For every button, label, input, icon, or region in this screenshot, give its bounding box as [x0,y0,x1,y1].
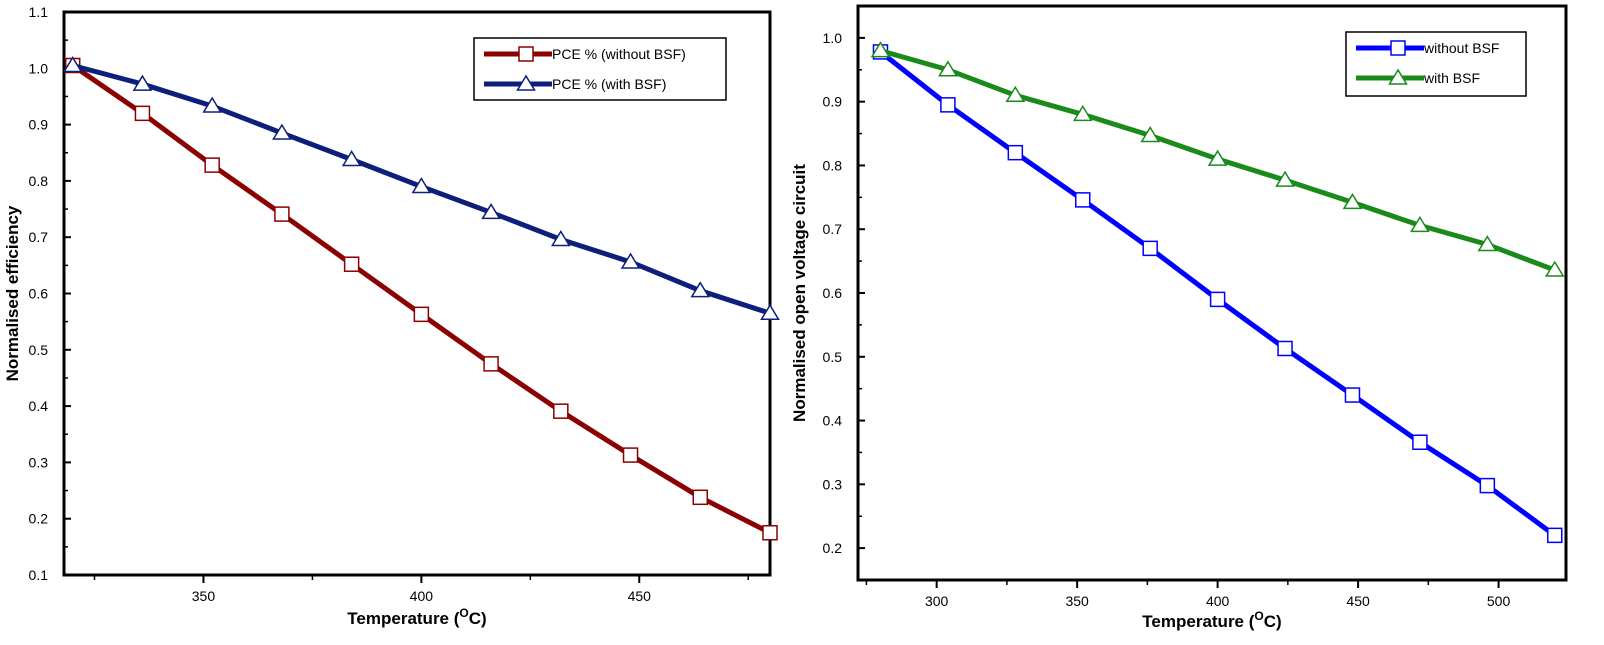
y-tick-label: 0.1 [29,567,49,583]
legend-label: without BSF [1423,40,1499,56]
data-point [343,256,360,272]
data-point [272,123,292,140]
data-point [940,97,956,113]
x-axis-title: Temperature (OC) [1142,609,1281,631]
x-tick-label: 300 [925,593,949,609]
y-axis-title: Normalised open voltage circuit [790,164,809,422]
data-point [481,202,501,220]
y-tick-label: 0.7 [823,221,843,237]
x-tick-label: 350 [192,588,216,604]
data-point [1477,235,1498,252]
data-point [341,150,362,167]
y-tick-label: 0.8 [29,173,49,189]
data-point [1544,260,1565,277]
data-point [134,105,151,122]
y-tick-label: 0.8 [823,157,843,173]
y-tick-label: 0.4 [823,413,843,429]
y-axis-title: Normalised efficiency [3,205,22,381]
data-point [1005,85,1026,103]
data-point [1344,387,1361,403]
chart-panel-2: 0.2 0.3 0.4 0.5 0.6 0.7 0.8 0.9 1.0 300 350 400 450 5… [790,4,1568,631]
y-tick-label: 1.1 [29,4,49,20]
y-tick-label: 0.3 [29,454,49,470]
y-tick-label: 0.9 [823,94,843,110]
y-tick-label: 0.2 [29,511,49,527]
y-tick-label: 0.2 [823,540,843,556]
data-point [62,56,83,73]
x-tick-label: 350 [1065,593,1089,609]
data-point [1209,291,1226,308]
data-point [622,447,639,463]
data-point [1479,477,1496,494]
data-point [690,281,711,298]
data-point [274,206,290,222]
series-1-pce-without-bsf [64,57,778,541]
data-point [870,41,891,58]
y-tick-label: 0.5 [29,342,49,358]
legend-marker [516,74,536,91]
series-2-with-bsf [870,41,1565,277]
legend: without BSF with BSF [1345,31,1527,97]
data-point [411,177,432,194]
data-point [1410,215,1430,233]
data-point [202,96,223,113]
data-point [553,403,569,419]
legend-marker [518,46,534,62]
legend: PCE % (without BSF) PCE % (with BSF) [473,37,727,101]
y-tick-label: 0.5 [823,349,843,365]
series-1-without-bsf [872,44,1563,544]
legend-box [473,37,727,101]
data-point [1075,192,1091,208]
data-point [938,60,958,77]
legend-label: with BSF [1423,70,1480,86]
data-point [1547,527,1563,544]
data-point [762,525,778,541]
series-line [71,63,772,536]
data-point [1342,192,1363,210]
data-point [204,157,220,173]
data-point [1072,104,1093,122]
x-tick-label: 400 [410,588,434,604]
data-point [692,489,709,506]
y-tick-label: 0.7 [29,229,49,245]
data-point [1275,170,1295,187]
y-tick-label: 0.9 [29,117,49,133]
y-tick-label: 0.4 [29,398,49,414]
y-tick-label: 1.0 [823,30,843,46]
data-point [1140,126,1161,143]
x-tick-label: 400 [1206,593,1230,609]
x-tick-label: 450 [628,588,652,604]
data-point [132,74,153,91]
series-2-pce-with-bsf [62,56,780,320]
legend-box [1345,31,1527,97]
data-point [1207,149,1228,166]
data-point [483,356,499,372]
data-point [550,230,571,247]
data-point [413,306,430,323]
y-tick-label: 1.0 [29,60,49,76]
legend-marker [1390,40,1406,56]
data-point [1007,144,1024,161]
data-point [760,303,780,320]
legend-label: PCE % (without BSF) [552,46,686,62]
x-tick-label: 450 [1346,593,1370,609]
y-tick-label: 0.6 [823,285,843,301]
x-tick-label: 500 [1487,593,1511,609]
legend-marker [1388,68,1408,85]
x-axis-title: Temperature (OC) [347,606,486,628]
data-point [1142,240,1158,257]
y-tick-label: 0.3 [823,476,843,492]
chart-panel-1: 0.1 0.2 0.3 0.4 0.5 0.6 0.7 0.8 0.9 1.0 1.1 350 400 4… [3,4,780,628]
legend-label: PCE % (with BSF) [552,76,666,92]
data-point [620,252,641,269]
y-tick-label: 0.6 [29,286,49,302]
data-point [1412,434,1428,450]
data-point [1277,340,1293,357]
